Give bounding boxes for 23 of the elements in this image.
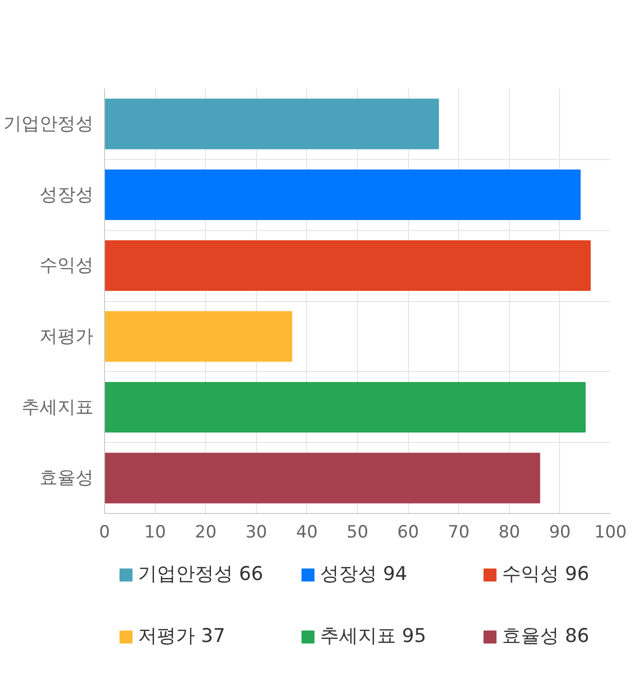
legend-label: 효율성 86 <box>502 624 590 649</box>
y-tick-label: 추세지표 <box>22 396 94 418</box>
y-tick-label: 효율성 <box>40 468 94 489</box>
x-tick-label: 90 <box>549 522 571 542</box>
x-tick-label: 10 <box>144 522 166 542</box>
y-tick-label: 성장성 <box>40 184 94 206</box>
x-tick-label: 0 <box>99 522 110 542</box>
x-tick-label: 40 <box>296 522 318 542</box>
x-tick-label: 60 <box>397 522 419 542</box>
legend-label: 수익성 96 <box>502 562 590 587</box>
x-tick-label: 30 <box>245 522 268 542</box>
y-tick-label: 저평가 <box>40 326 94 347</box>
y-tick-label: 수익성 <box>40 255 94 276</box>
x-tick-label: 50 <box>346 522 368 542</box>
legend-label: 기업안정성 66 <box>138 562 264 587</box>
x-tick-label: 100 <box>594 522 627 542</box>
legend-label: 성장성 94 <box>320 562 408 587</box>
y-tick-label: 기업안정성 <box>4 113 94 134</box>
x-tick-label: 70 <box>448 522 470 542</box>
legend-label: 저평가 37 <box>138 624 226 649</box>
legend-label: 추세지표 95 <box>320 624 428 649</box>
x-tick-label: 20 <box>194 522 217 542</box>
x-tick-label: 80 <box>498 522 520 542</box>
